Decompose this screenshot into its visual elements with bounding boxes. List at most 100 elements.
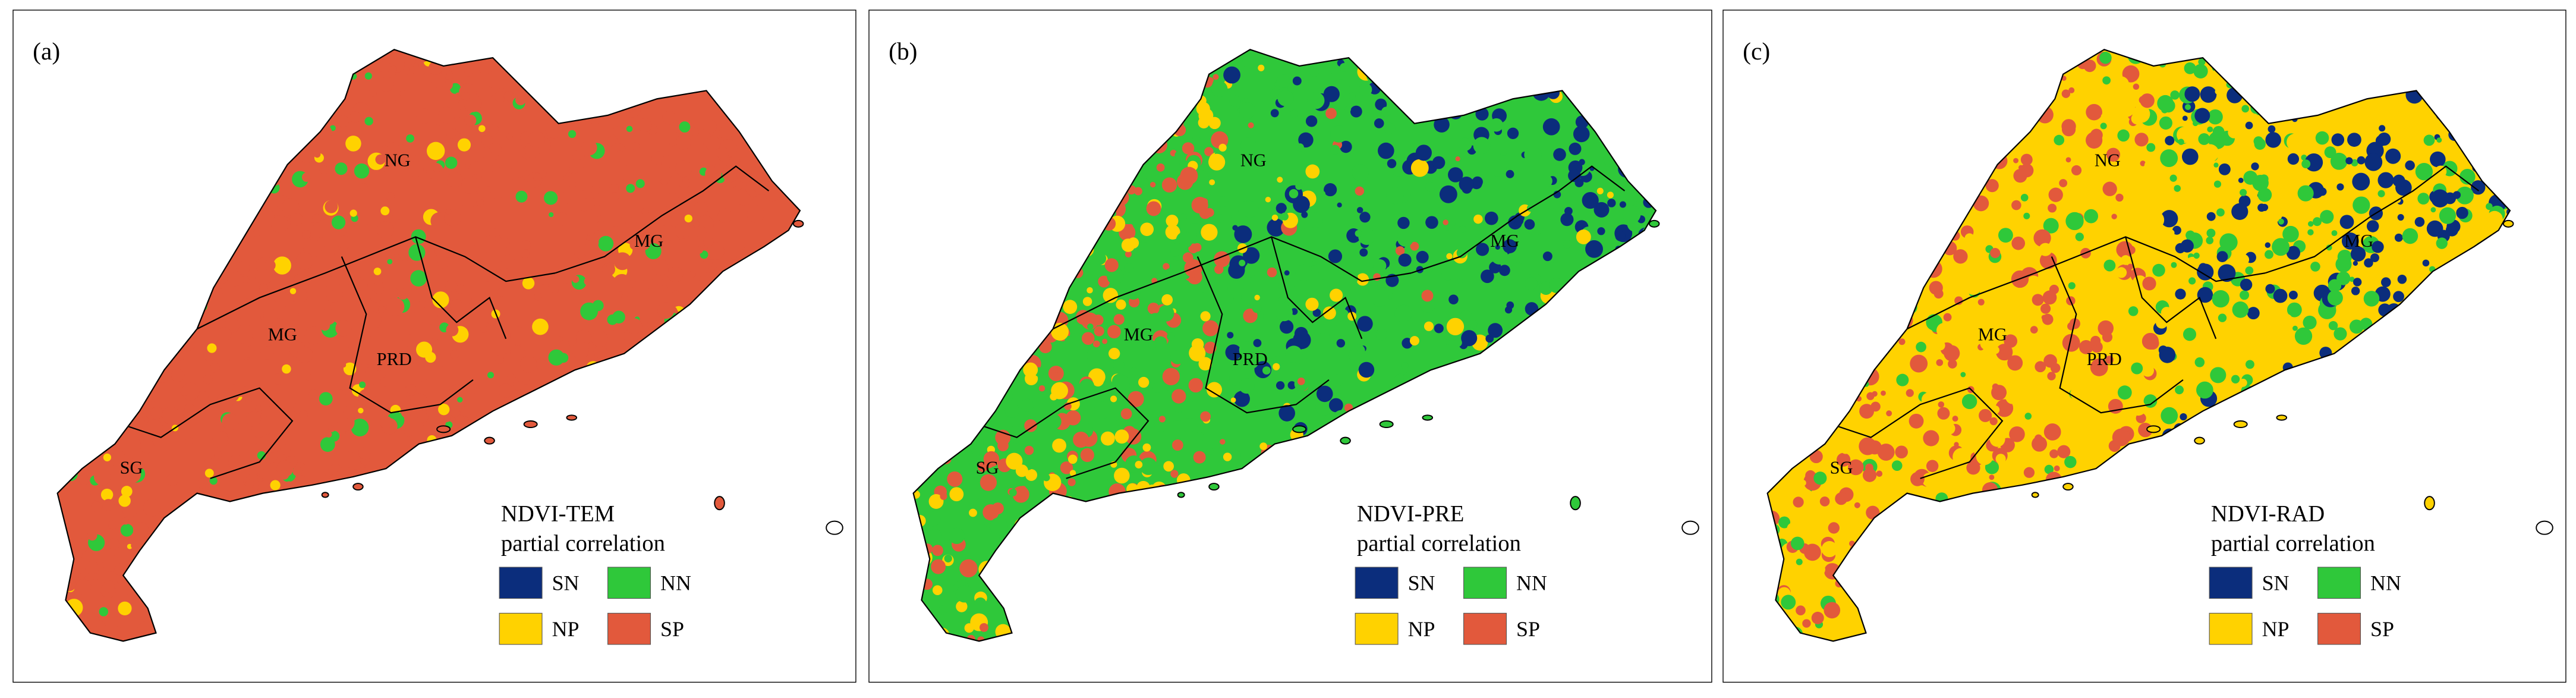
map-patch [444,416,451,422]
map-patch [1926,460,1939,472]
map-patch [1330,144,1340,155]
map-patch [2320,210,2334,224]
map-patch [1147,302,1160,315]
map-patch [2050,363,2061,373]
map-patch [386,191,395,201]
map-patch [2172,225,2181,235]
map-patch [2347,133,2361,147]
map-patch [223,436,228,441]
map-patch [1954,296,1963,305]
map-patch [488,143,502,156]
legend-label: SP [2370,617,2394,641]
map-patch [1345,272,1358,285]
map-patch [1781,474,1797,491]
map-patch [1248,122,1254,128]
map-patch [481,134,493,147]
map-patch [535,359,546,370]
map-patch [263,399,271,408]
map-patch [2133,83,2140,90]
map-patch [2380,277,2391,288]
map-patch [1192,135,1201,144]
map-patch [1180,166,1198,185]
map-patch [254,442,263,450]
map-patch [470,62,477,70]
map-patch [1597,227,1605,235]
map-patch [1200,411,1211,422]
map-patch [2363,291,2380,307]
map-patch [2129,204,2138,213]
map-patch [495,90,506,103]
map-patch [357,329,371,343]
map-patch [180,388,189,396]
map-patch [675,160,692,177]
map-patch [1158,416,1166,423]
map-patch [1230,397,1236,403]
map-patch [1936,359,1944,366]
map-patch [2392,174,2405,187]
map-patch [2414,216,2425,227]
map-patch [2315,131,2329,145]
map-patch [626,125,633,133]
map-patch [1836,452,1851,467]
map-patch [660,177,669,185]
map-patch [1340,140,1352,153]
map-patch [1124,263,1134,273]
map-patch [655,209,672,226]
map-patch [653,232,659,238]
map-patch [1607,199,1616,207]
map-patch [1948,281,1962,295]
map-patch [2013,158,2018,164]
map-patch [2422,259,2430,267]
map-patch [348,342,358,352]
map-patch [461,92,470,100]
map-patch [1781,595,1796,610]
map-patch [2115,193,2124,202]
map-patch [2009,426,2025,442]
map-patch [461,294,472,304]
map-patch [245,479,254,488]
map-patch [1891,460,1903,471]
map-patch [404,427,414,437]
map-patch [343,404,358,419]
map-patch [2185,256,2200,270]
map-patch [717,208,733,223]
map-patch [1859,404,1875,419]
map-patch [493,269,504,280]
map-patch [376,221,394,238]
island [714,496,725,511]
map-patch [2351,287,2360,295]
map-patch [2207,305,2222,319]
map-patch [411,285,417,291]
map-patch [121,486,133,497]
map-patch [488,124,499,135]
map-patch [344,435,362,453]
map-patch [1282,244,1290,252]
map-patch [572,275,580,283]
map-patch [171,369,185,382]
map-patch [1154,418,1169,432]
map-patch [1201,198,1208,206]
map-patch [1373,259,1387,273]
map-patch [2106,147,2121,162]
map-patch [407,161,424,177]
map-patch [2185,230,2196,240]
map-patch [1349,92,1356,100]
map-patch [242,298,254,311]
map-patch [197,478,207,489]
map-patch [559,192,571,205]
map-patch [1790,536,1805,551]
map-patch [1113,314,1125,325]
map-patch [2020,249,2035,263]
map-patch [1395,246,1405,256]
map-patch [356,279,368,291]
map-patch [1394,304,1412,322]
map-patch [150,407,163,419]
map-patch [1150,181,1156,188]
map-patch [1311,260,1317,266]
map-patch [1991,405,2000,414]
map-patch [1330,288,1343,302]
map-patch [1229,95,1241,108]
map-patch [1359,248,1368,257]
map-patch [1230,449,1241,460]
